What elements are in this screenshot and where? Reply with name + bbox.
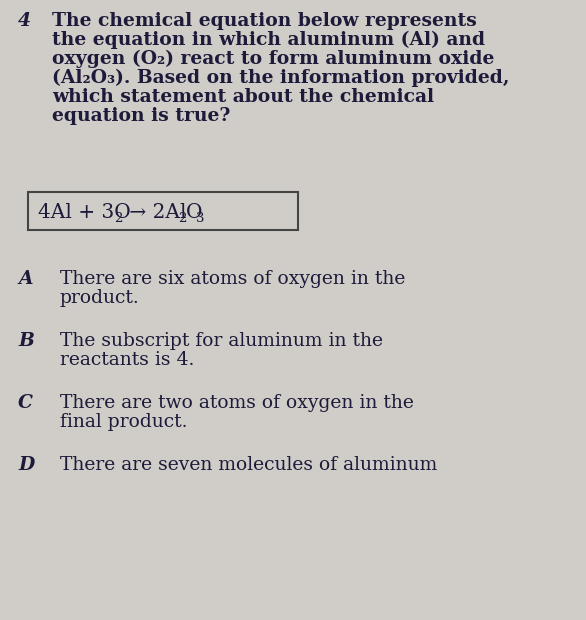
Text: 4: 4: [18, 12, 31, 30]
Text: 3: 3: [196, 211, 205, 224]
Text: reactants is 4.: reactants is 4.: [60, 351, 195, 369]
Text: B: B: [18, 332, 34, 350]
Text: There are two atoms of oxygen in the: There are two atoms of oxygen in the: [60, 394, 414, 412]
Text: There are six atoms of oxygen in the: There are six atoms of oxygen in the: [60, 270, 406, 288]
Text: product.: product.: [60, 289, 139, 307]
Text: final product.: final product.: [60, 413, 188, 431]
Text: oxygen (O₂) react to form aluminum oxide: oxygen (O₂) react to form aluminum oxide: [52, 50, 495, 68]
Text: → 2Al: → 2Al: [123, 203, 186, 223]
Text: O: O: [186, 203, 203, 223]
Text: the equation in which aluminum (Al) and: the equation in which aluminum (Al) and: [52, 31, 485, 49]
Text: which statement about the chemical: which statement about the chemical: [52, 88, 434, 106]
Text: D: D: [18, 456, 34, 474]
Text: equation is true?: equation is true?: [52, 107, 230, 125]
Text: 2: 2: [178, 211, 186, 224]
Text: 4Al + 3O: 4Al + 3O: [38, 203, 131, 223]
Text: 2: 2: [114, 211, 122, 224]
FancyBboxPatch shape: [28, 192, 298, 230]
Text: A: A: [18, 270, 32, 288]
Text: C: C: [18, 394, 33, 412]
Text: There are seven molecules of aluminum: There are seven molecules of aluminum: [60, 456, 437, 474]
Text: The subscript for aluminum in the: The subscript for aluminum in the: [60, 332, 383, 350]
Text: The chemical equation below represents: The chemical equation below represents: [52, 12, 477, 30]
Text: (Al₂O₃). Based on the information provided,: (Al₂O₃). Based on the information provid…: [52, 69, 509, 87]
